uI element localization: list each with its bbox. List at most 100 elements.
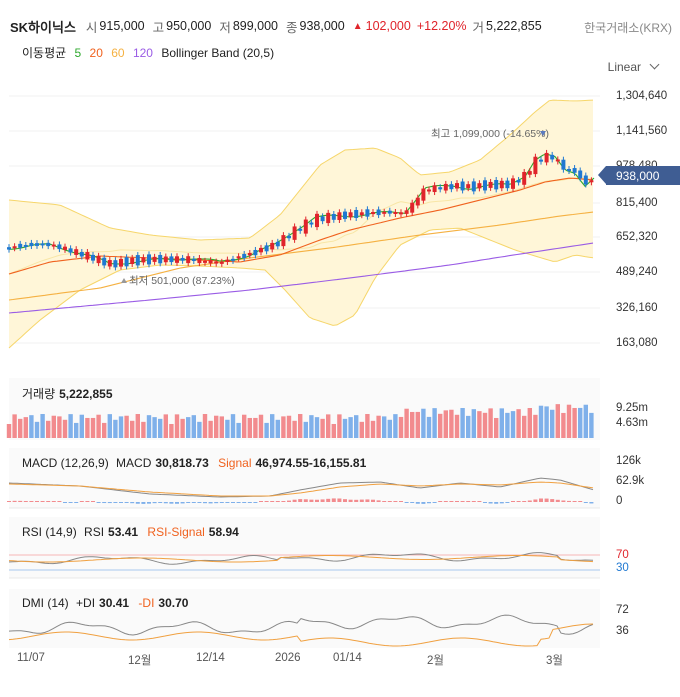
candle-body <box>455 183 459 189</box>
price-tick: 326,160 <box>616 302 658 314</box>
macd-histogram-bar <box>415 502 420 504</box>
rsi-line <box>8 552 594 565</box>
volume-tick: 9.25m <box>616 402 648 414</box>
candle-body <box>147 254 151 265</box>
volume-bar <box>124 415 129 438</box>
volume-bar <box>505 412 510 438</box>
macd-histogram-bar <box>555 499 560 502</box>
volume-bar <box>281 416 286 438</box>
candle-body <box>169 256 174 263</box>
volume-bar <box>550 409 555 438</box>
candle-body <box>7 247 11 250</box>
macd-histogram-bar <box>74 502 79 503</box>
volume-bar <box>158 418 163 438</box>
volume-bar <box>510 411 516 438</box>
macd-histogram-bar <box>214 502 219 504</box>
ma-label: 이동평균 <box>22 46 67 60</box>
macd-histogram-bar <box>399 501 403 502</box>
candle-body <box>303 219 308 234</box>
volume-value: 5,222,855 <box>486 19 542 33</box>
volume-bar <box>303 421 308 438</box>
candle-body <box>359 212 364 216</box>
pdi-label: +DI <box>76 596 96 610</box>
macd-histogram-bar <box>365 499 370 502</box>
macd-histogram-bar <box>231 502 235 503</box>
volume-bar <box>449 409 454 438</box>
macd-line <box>8 477 594 498</box>
macd-histogram-bar <box>449 501 454 502</box>
candle-body <box>68 248 73 253</box>
macd-histogram-bar <box>488 502 493 504</box>
volume-bar <box>415 411 420 438</box>
volume-bar <box>538 405 544 438</box>
candle-body <box>561 159 566 170</box>
macd-histogram-bar <box>539 498 543 502</box>
macd-histogram-bar <box>141 502 146 504</box>
volume-bar <box>376 415 381 438</box>
volume-bar <box>359 421 364 438</box>
candle-body <box>124 257 129 267</box>
macd-histogram-bar <box>247 502 252 503</box>
volume-bar <box>583 404 588 438</box>
candle-body <box>371 212 375 215</box>
macd-histogram-bar <box>96 502 101 503</box>
ma5-legend: 5 <box>74 46 82 60</box>
candle-body <box>135 255 140 266</box>
rsi-tick-70: 70 <box>616 549 629 561</box>
rsi-signal-label: RSI-Signal <box>147 525 205 539</box>
volume-bar <box>236 422 241 438</box>
dmi-plot <box>8 614 594 647</box>
close-value: 938,000 <box>299 19 345 33</box>
candle-body <box>410 202 415 213</box>
volume-bar <box>404 408 409 438</box>
macd-histogram-bar <box>533 499 538 502</box>
candle-body <box>51 244 56 247</box>
macd-histogram-bar <box>18 500 23 502</box>
volume-bar <box>443 410 448 438</box>
volume-bar <box>51 415 56 438</box>
macd-histogram-bar <box>326 498 331 502</box>
macd-histogram-bar <box>477 501 482 502</box>
volume-label: 거 <box>472 20 485 35</box>
macd-histogram-bar <box>29 501 34 502</box>
candle-body <box>399 212 403 215</box>
dmi-tick: 72 <box>616 604 629 616</box>
macd-histogram-bar <box>152 502 157 504</box>
volume-bar <box>230 414 236 438</box>
volume-bar <box>326 414 331 438</box>
scale-selector[interactable]: Linear <box>608 59 660 74</box>
volume-bar <box>393 414 398 438</box>
x-tick: 2026 <box>275 652 301 664</box>
volume-bar <box>578 407 583 438</box>
candle-body <box>253 249 258 256</box>
ma120-legend: 120 <box>132 46 153 60</box>
candle-body <box>438 187 443 190</box>
candle-body <box>443 183 448 191</box>
volume-bar <box>544 406 549 438</box>
macd-tick: 0 <box>616 495 623 507</box>
macd-signal-line <box>8 481 594 497</box>
macd-histogram-bar <box>186 502 191 503</box>
volume-bar <box>208 420 213 438</box>
candle-body <box>163 256 168 263</box>
volume-bars <box>6 404 594 438</box>
candle-body <box>63 246 67 250</box>
candle-body <box>337 212 342 220</box>
volume-bar <box>482 412 488 438</box>
volume-bar <box>298 414 303 438</box>
candle-body <box>119 258 123 267</box>
rsi-tick-30: 30 <box>616 562 629 574</box>
volume-bar <box>169 423 174 438</box>
volume-bar <box>398 416 404 438</box>
candle-body <box>231 258 235 261</box>
rsi-signal-line <box>8 555 594 563</box>
price-tick: 815,400 <box>616 197 658 209</box>
bollinger-band-fill <box>9 100 593 348</box>
volume-bar <box>85 417 90 438</box>
candle-body <box>40 243 45 246</box>
candle-body <box>264 245 269 252</box>
stock-name: SK하이닉스 <box>10 19 76 35</box>
macd-histogram-bar <box>40 501 45 502</box>
candle-body <box>85 252 90 260</box>
